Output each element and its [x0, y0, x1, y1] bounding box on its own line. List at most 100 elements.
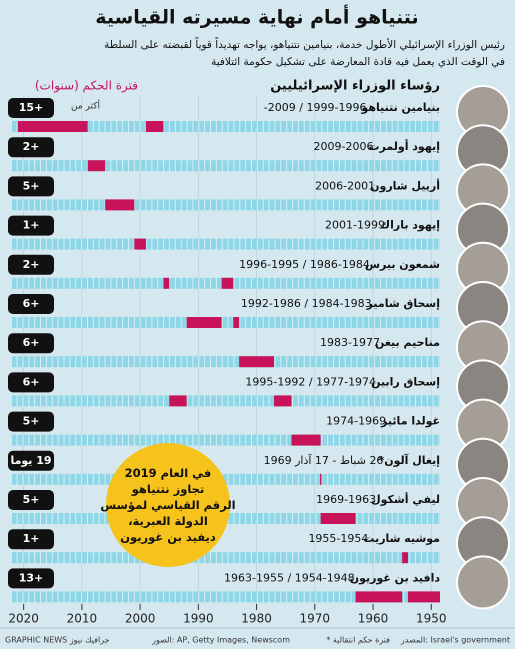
badge [8, 137, 54, 158]
pm-label: إسحاق رابين1974-1977 / 1992-1995 [245, 375, 440, 388]
badge-label: +2 [23, 258, 40, 271]
badge [8, 215, 54, 236]
source: المصدر: Israel's government [400, 636, 510, 645]
pm-dates: 1963-1969 [316, 493, 376, 506]
term [291, 434, 321, 446]
credit: GRAPHIC NEWS جرافيك نيوز [5, 636, 110, 645]
pm-label: بنيامين نتنياهو1996-1999 / 2009- [264, 101, 440, 114]
pm-dates: 1974-1977 / 1992-1995 [245, 375, 376, 388]
timeline-bar [12, 199, 440, 211]
pm-dates: 1983-1984 / 1986-1992 [241, 297, 372, 310]
callout-line: الدولة العبرية، [128, 514, 208, 529]
callout-line: في العام 2019 [125, 466, 212, 480]
pm-dates: 1954-1955 [308, 532, 368, 545]
term [87, 160, 106, 172]
badge [8, 568, 54, 589]
x-tick-label: 1980 [241, 612, 272, 626]
timeline-bar [12, 591, 440, 603]
badge [8, 294, 54, 314]
term [402, 552, 408, 564]
x-tick-label: 2010 [67, 612, 98, 626]
term [134, 238, 146, 250]
pm-dates: 1999-2001 [325, 219, 385, 232]
pm-name: شمعون بيرس [365, 258, 440, 271]
title: نتنياهو أمام نهاية مسيرته القياسية [95, 5, 418, 29]
pm-name: إيغال آلون* [378, 453, 440, 467]
term [105, 199, 135, 211]
timeline-bar [12, 356, 440, 368]
badge [8, 254, 54, 275]
badge-label: +1 [23, 532, 40, 545]
pm-label: مناحيم بيغن1977-1983 [320, 336, 440, 349]
pm-dates: 1984-1986 / 1995-1996 [239, 258, 370, 271]
badge-label: +1 [23, 219, 40, 232]
pm-label: غولدا مائير1969-1974 [326, 415, 440, 428]
badge-label: +6 [23, 336, 40, 349]
term [407, 591, 440, 603]
footnote: * فترة حكم انتقالية [326, 636, 390, 645]
term [320, 473, 322, 485]
pm-name: إسحاق رابين [371, 375, 440, 388]
header: رؤساء الوزراء الإسرائيليين [270, 79, 440, 94]
pm-label: أرييل شارون2001-2006 [315, 178, 440, 192]
pm-dates: 1948-1954 / 1955-1963 [224, 571, 355, 584]
pm-name: أرييل شارون [370, 178, 440, 192]
pm-label: إيغال آلون*26 شباط - 17 آذار 1969 [264, 453, 440, 467]
x-tick-label: 2000 [125, 612, 156, 626]
pm-name: إسحاق شامير [366, 297, 440, 310]
callout-circle [106, 443, 230, 567]
callout-line: الرقم القياسي لمؤسس [100, 498, 235, 513]
pm-label: إسحاق شامير1983-1984 / 1986-1992 [241, 297, 440, 310]
timeline-bar [12, 395, 440, 407]
rows: بنيامين نتنياهو1996-1999 / 2009- +15 أكثر … [8, 85, 510, 610]
x-tick-label: 1950 [416, 612, 447, 626]
pm-dates: 1969-1974 [326, 415, 386, 428]
x-tick-label: 1990 [183, 612, 214, 626]
badge [8, 176, 54, 197]
timeline-bar [12, 552, 440, 564]
term [163, 277, 170, 289]
pm-name: مناحيم بيغن [375, 336, 440, 349]
pm-label: إيهود أولمرت2006-2009 [313, 139, 440, 153]
pm-name: إيهود أولمرت [368, 139, 440, 153]
timeline-bar [12, 317, 440, 328]
term [169, 395, 187, 407]
timeline-bar [12, 160, 440, 172]
pm-name: غولدا مائير [380, 415, 440, 428]
x-tick-label: 1960 [358, 612, 389, 626]
pm-name: ليفي أشكول [371, 492, 440, 506]
term [320, 513, 356, 524]
x-tick-label: 1970 [300, 612, 331, 626]
badge [8, 98, 54, 118]
timeline-bar [12, 238, 440, 250]
pm-dates: 1977-1983 [320, 336, 380, 349]
legend: فترة الحكم (سنوات) [35, 79, 138, 94]
pm-dates: 1996-1999 / 2009- [264, 101, 367, 114]
badge-label: +13 [19, 571, 44, 584]
term [145, 121, 164, 132]
timeline-bar [12, 473, 440, 485]
badge-label: +5 [23, 415, 40, 428]
pm-label: ليفي أشكول1963-1969 [316, 492, 440, 506]
subtitle: في الوقت الذي يعمل فيه قادة المعارضة على… [211, 56, 505, 68]
pm-label: شمعون بيرس1984-1986 / 1995-1996 [239, 258, 440, 271]
pm-dates: 26 شباط - 17 آذار 1969 [264, 453, 384, 467]
grid [23, 95, 432, 608]
pm-label: إيهود باراك1999-2001 [325, 219, 440, 232]
pm-name: موشيه شاريت [363, 532, 440, 545]
badge-label: +6 [23, 375, 40, 388]
badge-label: +5 [23, 179, 40, 192]
pm-dates: 2001-2006 [315, 179, 375, 192]
badge [8, 450, 54, 471]
badge [8, 529, 54, 550]
x-axis: 2020 2010 2000 1990 1980 1970 1960 1950 [8, 604, 447, 626]
pm-name: بنيامين نتنياهو [360, 101, 440, 114]
badge-label: +6 [23, 297, 40, 310]
callout-line: تجاوز نتنياهو [131, 482, 205, 497]
callout-line: ديفيد بن غوريون [120, 530, 216, 545]
photo [456, 555, 510, 610]
badge [8, 411, 54, 432]
badge-label: 19 يوما [10, 454, 51, 467]
timeline-bar [12, 121, 440, 132]
